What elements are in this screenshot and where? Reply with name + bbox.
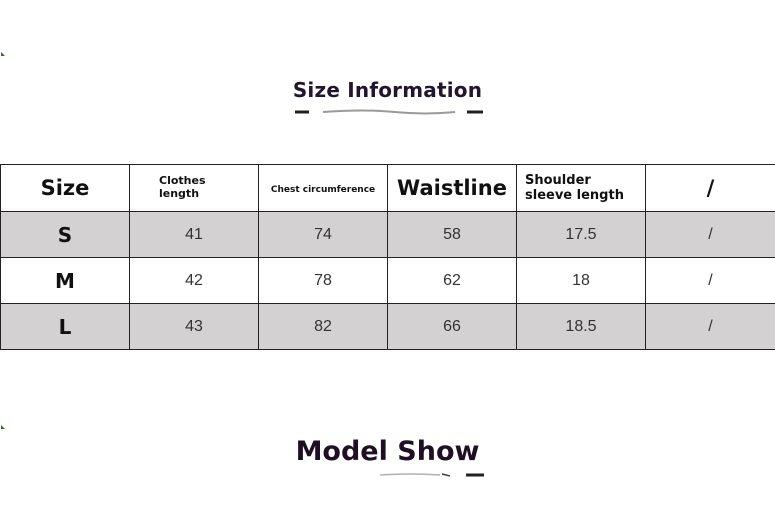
cell-shoulder-sleeve: 18 (516, 257, 646, 304)
shoulder-sleeve-value: 18 (572, 271, 590, 289)
clothes-length-value: 42 (185, 271, 203, 289)
table-row: M 42 78 62 18 / (0, 257, 775, 304)
header-chest: Chest circumference (258, 164, 388, 212)
cell-size: L (0, 303, 130, 350)
clothes-length-value: 41 (185, 225, 203, 243)
cell-waistline: 66 (387, 303, 517, 350)
chest-value: 74 (314, 225, 332, 243)
size-value: L (58, 314, 72, 339)
header-extra: / (645, 164, 775, 212)
waistline-value: 58 (443, 225, 461, 243)
header-size: Size (0, 164, 130, 212)
header-chest-label: Chest circumference (270, 185, 376, 195)
shoulder-sleeve-value: 17.5 (565, 225, 597, 243)
cell-chest: 74 (258, 211, 388, 258)
header-waistline-label: Waistline (397, 176, 507, 200)
cell-clothes-length: 42 (129, 257, 259, 304)
extra-value: / (708, 225, 713, 243)
cell-chest: 78 (258, 257, 388, 304)
cell-chest: 82 (258, 303, 388, 350)
header-size-label: Size (40, 176, 90, 200)
cell-waistline: 62 (387, 257, 517, 304)
waistline-value: 62 (443, 271, 461, 289)
header-extra-label: / (706, 176, 715, 200)
cell-clothes-length: 43 (129, 303, 259, 350)
size-information-title: Size Information (292, 78, 483, 102)
cell-waistline: 58 (387, 211, 517, 258)
shoulder-sleeve-value: 18.5 (565, 317, 597, 335)
clothes-length-value: 43 (185, 317, 203, 335)
size-value: M (55, 268, 75, 293)
cell-extra: / (645, 303, 775, 350)
header-shoulder-sleeve: Shoulder sleeve length (516, 164, 646, 212)
model-show-title: Model Show (295, 436, 480, 467)
corner-mark-bottom (1, 425, 5, 429)
extra-value: / (708, 317, 713, 335)
model-title-underline (380, 471, 484, 479)
size-table: Size Clothes length Chest circumference … (0, 164, 775, 350)
extra-value: / (708, 271, 713, 289)
cell-size: S (0, 211, 130, 258)
cell-extra: / (645, 257, 775, 304)
cell-clothes-length: 41 (129, 211, 259, 258)
header-shoulder-sleeve-label: Shoulder sleeve length (525, 172, 624, 203)
waistline-value: 66 (443, 317, 461, 335)
table-row: L 43 82 66 18.5 / (0, 303, 775, 350)
header-waistline: Waistline (387, 164, 517, 212)
header-clothes-length: Clothes length (129, 164, 259, 212)
table-row: S 41 74 58 17.5 / (0, 211, 775, 258)
header-clothes-length-label: Clothes length (159, 174, 206, 200)
size-title-underline (295, 108, 483, 116)
cell-size: M (0, 257, 130, 304)
cell-extra: / (645, 211, 775, 258)
chest-value: 78 (314, 271, 332, 289)
cell-shoulder-sleeve: 17.5 (516, 211, 646, 258)
corner-mark-top (1, 52, 5, 56)
cell-shoulder-sleeve: 18.5 (516, 303, 646, 350)
chest-value: 82 (314, 317, 332, 335)
table-header-row: Size Clothes length Chest circumference … (0, 164, 775, 212)
size-value: S (57, 222, 73, 247)
